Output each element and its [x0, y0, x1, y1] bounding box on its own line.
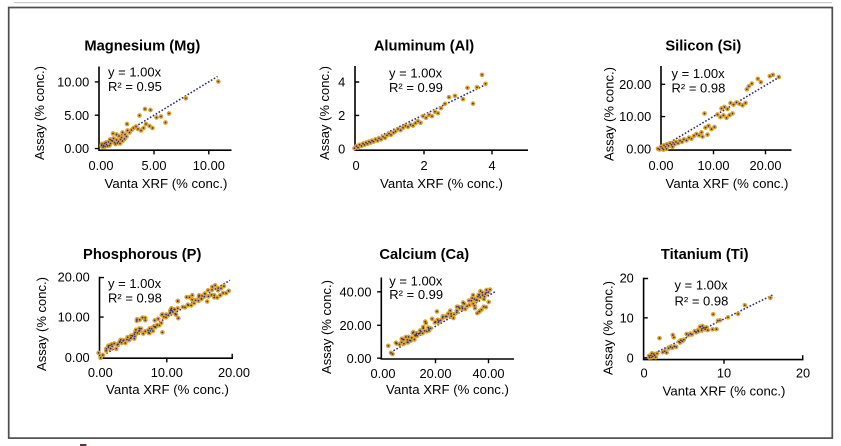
svg-text:Magnesium (Mg): Magnesium (Mg)	[84, 39, 200, 55]
svg-text:0.00: 0.00	[65, 350, 90, 365]
svg-text:0: 0	[640, 366, 647, 381]
svg-text:2: 2	[338, 108, 345, 123]
svg-text:y = 1.00x: y = 1.00x	[675, 278, 729, 293]
svg-text:R² = 0.99: R² = 0.99	[389, 80, 443, 95]
svg-text:10.00: 10.00	[697, 158, 729, 173]
svg-text:10.00: 10.00	[57, 75, 89, 90]
svg-text:y = 1.00x: y = 1.00x	[108, 276, 162, 291]
svg-text:2: 2	[420, 158, 427, 173]
svg-text:Vanta XRF (% conc.): Vanta XRF (% conc.)	[380, 176, 503, 191]
svg-text:Vanta XRF (% conc.): Vanta XRF (% conc.)	[666, 176, 789, 191]
svg-text:y = 1.00x: y = 1.00x	[389, 66, 443, 81]
svg-text:Assay (% conc.): Assay (% conc.)	[32, 66, 47, 160]
svg-text:4: 4	[338, 75, 345, 90]
svg-text:R² = 0.98: R² = 0.98	[108, 290, 162, 305]
svg-text:4: 4	[488, 158, 495, 173]
svg-text:0: 0	[627, 350, 634, 365]
svg-text:Assay (% conc.): Assay (% conc.)	[34, 277, 49, 371]
svg-text:0: 0	[338, 141, 345, 156]
svg-text:0.00: 0.00	[64, 141, 89, 156]
svg-text:40.00: 40.00	[339, 284, 371, 299]
svg-text:0.00: 0.00	[347, 351, 372, 366]
svg-text:0.00: 0.00	[88, 365, 113, 380]
svg-text:Vanta XRF (% conc.): Vanta XRF (% conc.)	[106, 382, 229, 397]
svg-text:Assay (% conc.): Assay (% conc.)	[319, 280, 334, 374]
svg-text:0.00: 0.00	[89, 158, 114, 173]
svg-text:Vanta XRF (% conc.): Vanta XRF (% conc.)	[105, 176, 228, 191]
svg-text:Assay (% conc.): Assay (% conc.)	[602, 67, 617, 161]
svg-text:0.00: 0.00	[626, 142, 651, 157]
svg-text:0.00: 0.00	[649, 158, 674, 173]
svg-text:y = 1.00x: y = 1.00x	[389, 274, 443, 289]
svg-text:R² = 0.98: R² = 0.98	[675, 294, 729, 309]
svg-text:Aluminum (Al): Aluminum (Al)	[374, 39, 474, 55]
svg-text:Vanta XRF (% conc.): Vanta XRF (% conc.)	[386, 382, 509, 397]
svg-text:0: 0	[352, 158, 359, 173]
svg-text:R² = 0.99: R² = 0.99	[389, 287, 443, 302]
svg-text:0.00: 0.00	[371, 366, 396, 381]
svg-text:Titanium (Ti): Titanium (Ti)	[661, 247, 749, 263]
svg-text:R² = 0.98: R² = 0.98	[672, 81, 726, 96]
svg-text:40.00: 40.00	[472, 366, 504, 381]
svg-text:10: 10	[620, 310, 634, 325]
svg-text:20.00: 20.00	[218, 365, 250, 380]
svg-text:Assay (% conc.): Assay (% conc.)	[317, 66, 332, 160]
svg-text:20: 20	[620, 271, 634, 286]
svg-text:5.00: 5.00	[142, 158, 167, 173]
svg-text:20.00: 20.00	[339, 318, 371, 333]
svg-text:5.00: 5.00	[64, 108, 89, 123]
svg-text:y = 1.00x: y = 1.00x	[672, 66, 726, 81]
svg-text:10.00: 10.00	[58, 310, 90, 325]
svg-text:Assay (% conc.): Assay (% conc.)	[600, 281, 615, 375]
svg-text:Phosphorous (P): Phosphorous (P)	[83, 247, 201, 263]
svg-text:Vanta XRF (% conc.): Vanta XRF (% conc.)	[663, 384, 786, 399]
svg-text:y = 1.00x: y = 1.00x	[108, 65, 162, 80]
svg-text:10.00: 10.00	[193, 158, 225, 173]
svg-text:10.00: 10.00	[151, 365, 183, 380]
svg-text:10: 10	[717, 366, 731, 381]
svg-text:20.00: 20.00	[58, 270, 90, 285]
svg-text:20.00: 20.00	[749, 158, 781, 173]
svg-text:Silicon (Si): Silicon (Si)	[665, 39, 741, 55]
svg-text:Calcium (Ca): Calcium (Ca)	[379, 247, 469, 263]
svg-text:20: 20	[796, 366, 810, 381]
svg-text:R² = 0.95: R² = 0.95	[108, 79, 162, 94]
svg-text:20.00: 20.00	[419, 366, 451, 381]
svg-text:20.00: 20.00	[619, 77, 651, 92]
svg-text:10.00: 10.00	[619, 109, 651, 124]
